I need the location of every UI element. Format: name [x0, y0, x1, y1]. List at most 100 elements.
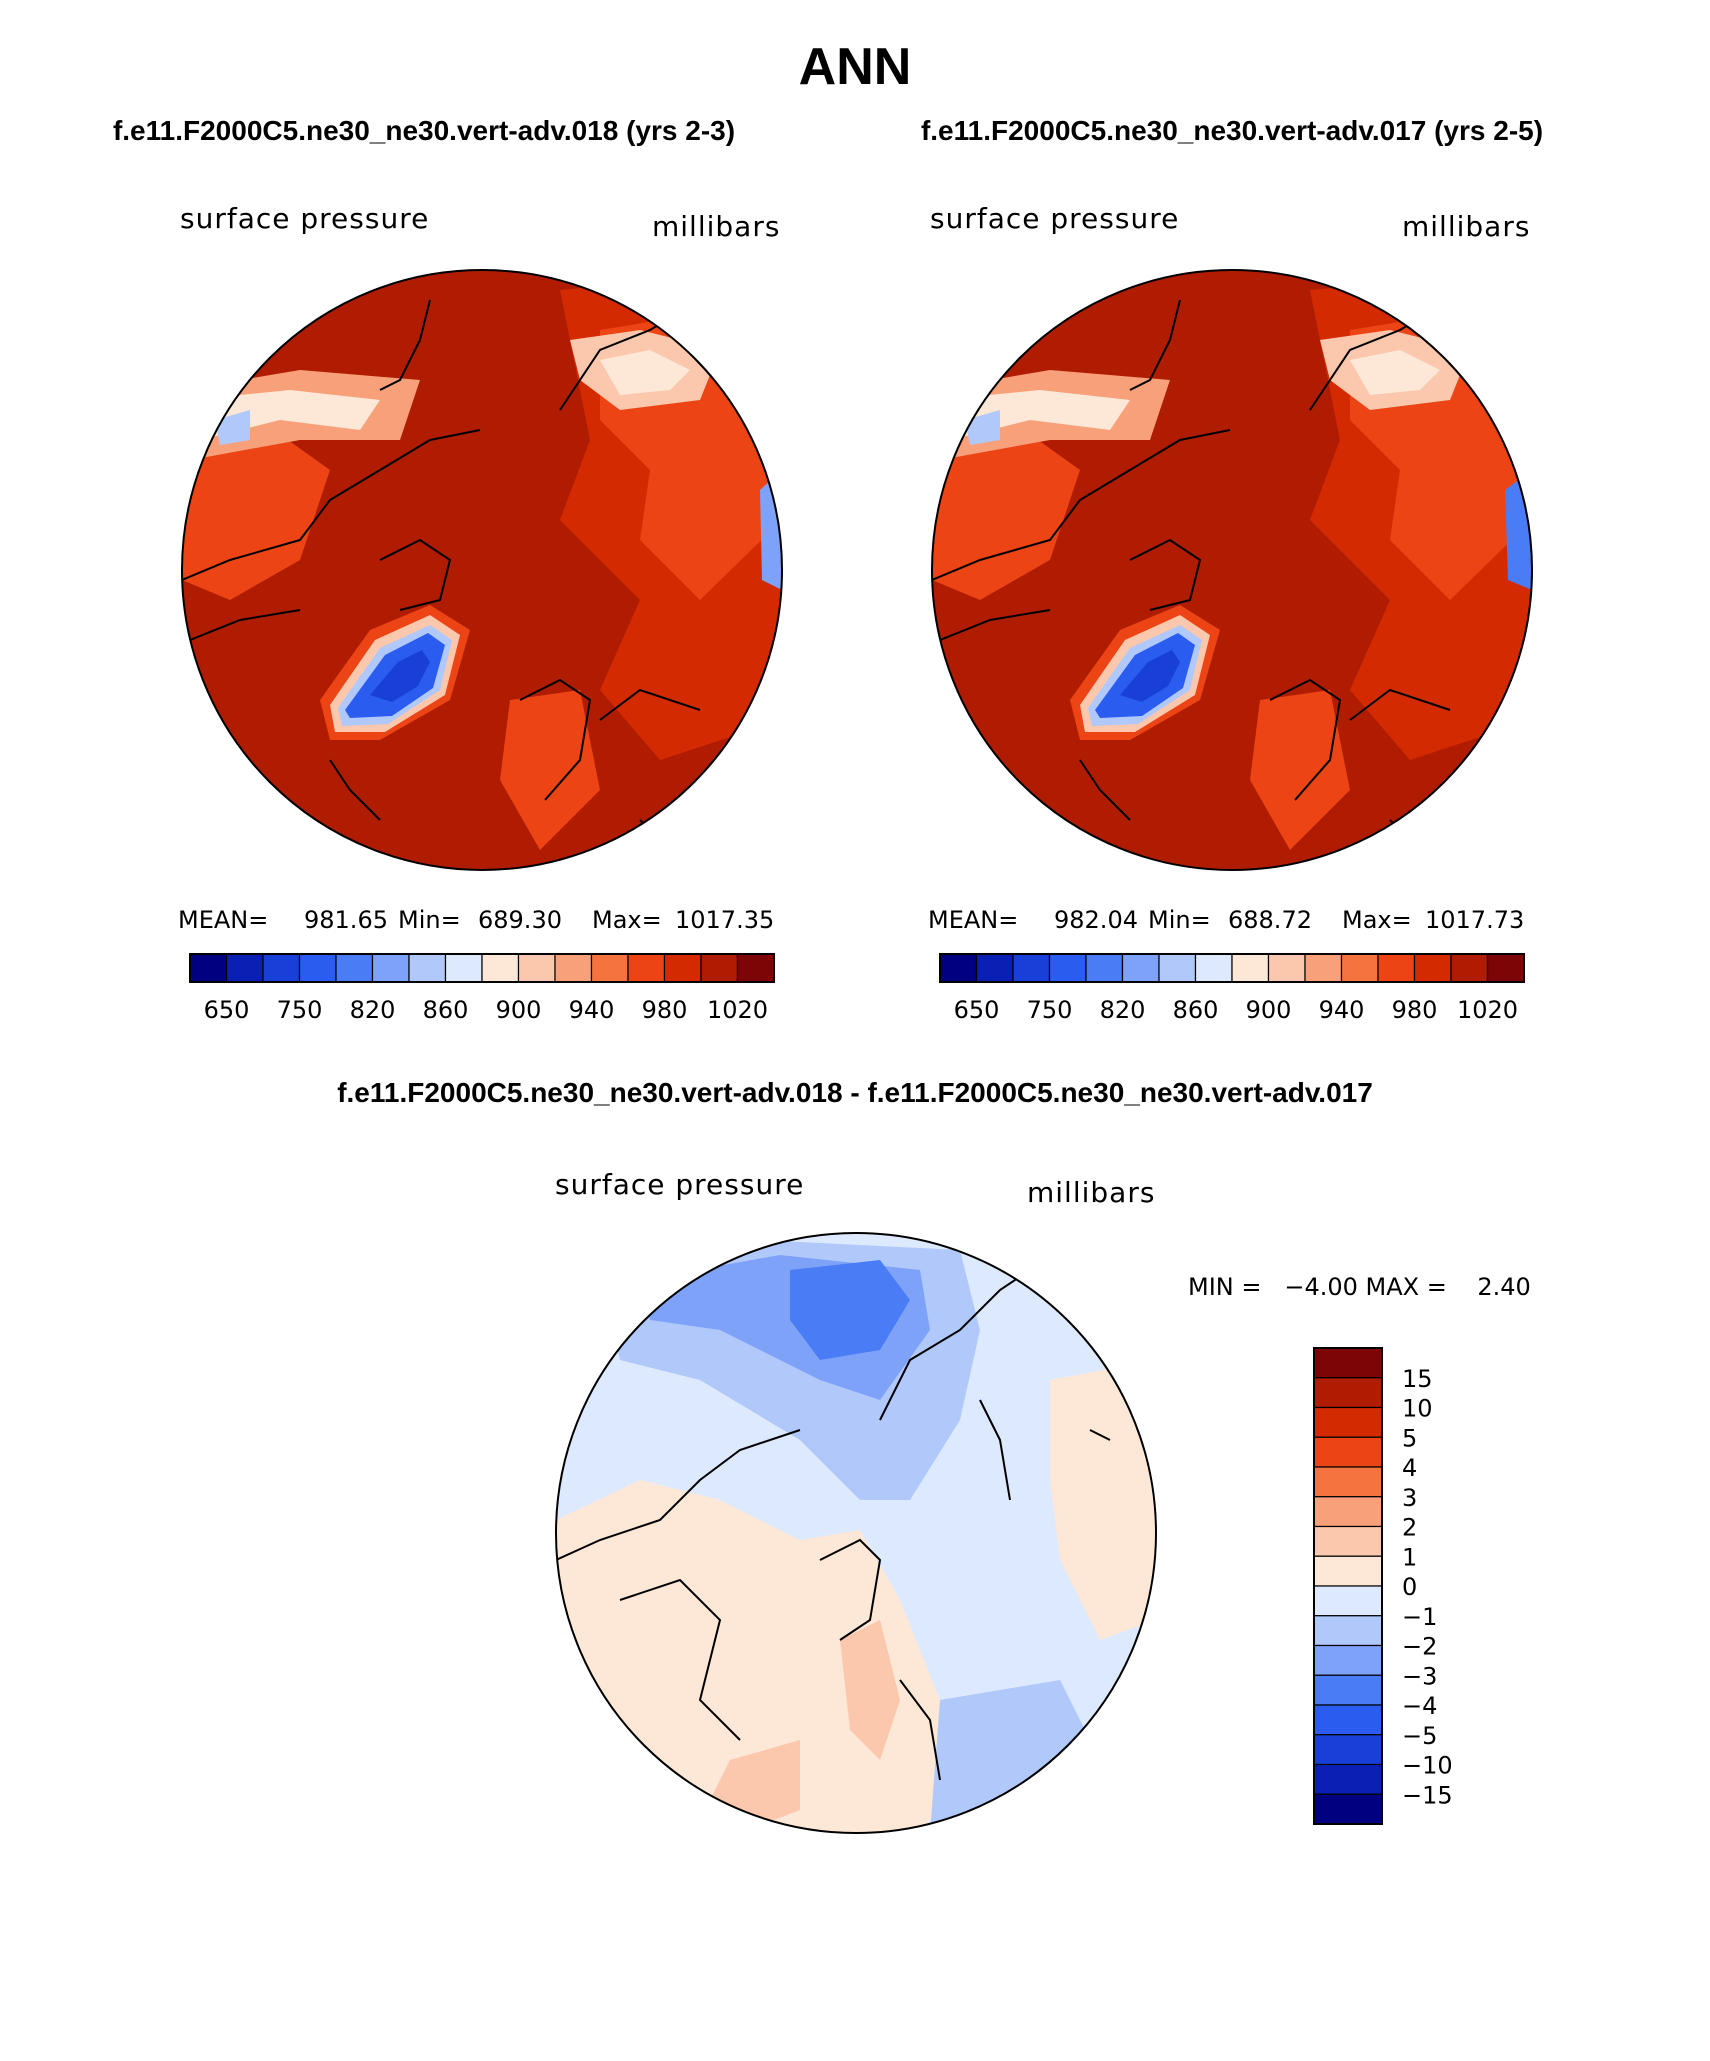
colorbar-swatch [1313, 1674, 1383, 1706]
panel-2-polar-map [932, 270, 1532, 870]
colorbar-swatch [225, 953, 264, 983]
colorbar-swatch [736, 953, 775, 983]
colorbar-swatch [1158, 953, 1197, 983]
pressure-contour-plateau-inner [1350, 350, 1440, 395]
colorbar-frame [939, 953, 1525, 983]
colorbar-swatch [1313, 1377, 1383, 1409]
pressure-contour-rockies-low [215, 410, 250, 445]
panel-1-colorbar: 650 750 820 860 900 940 980 1020 [189, 953, 775, 1024]
colorbar-frame [189, 953, 775, 983]
colorbar-swatch [1085, 953, 1124, 983]
colorbar-swatch [1340, 953, 1379, 983]
colorbar-tick-label: 1020 [707, 996, 768, 1024]
colorbar-swatch [1313, 1734, 1383, 1766]
colorbar-swatch [700, 953, 739, 983]
panel-1-max-label: Max= [592, 906, 662, 934]
colorbar-tick-label: 750 [277, 996, 323, 1024]
colorbar-swatch [481, 953, 520, 983]
figure-title: ANN [799, 38, 912, 96]
colorbar-swatch [1313, 1496, 1383, 1528]
colorbar-tick-label: 1 [1402, 1543, 1417, 1571]
colorbar-tick-label: −2 [1402, 1633, 1437, 1661]
colorbar-swatch [1313, 1793, 1383, 1825]
colorbar-tick-label: −10 [1402, 1752, 1453, 1780]
colorbar-swatch [975, 953, 1014, 983]
diff-contour-neg-core [790, 1260, 910, 1360]
panel-3-units-label: millibars [1027, 1176, 1155, 1209]
colorbar-swatch [1121, 953, 1160, 983]
colorbar-tick-label: 1020 [1457, 996, 1518, 1024]
pressure-contour-na [182, 420, 330, 600]
colorbar-swatch [444, 953, 483, 983]
colorbar-swatch [590, 953, 629, 983]
pressure-contour-na [932, 420, 1080, 600]
panel-2-colorbar: 650 750 820 860 900 940 980 1020 [939, 953, 1525, 1024]
coastline [556, 1269, 1111, 1781]
colorbar-swatch [939, 953, 978, 983]
panel-1-units-label: millibars [652, 210, 780, 243]
colorbar-swatch [1377, 953, 1416, 983]
colorbar-swatch [1313, 1525, 1383, 1557]
panel-2-min-label: Min= [1148, 906, 1211, 934]
colorbar-swatch [262, 953, 301, 983]
panel-3: surface pressure millibars MIN = −4.00 M… [555, 1168, 1531, 1834]
panel-2-variable-label: surface pressure [930, 202, 1179, 235]
colorbar-swatch [371, 953, 410, 983]
panel-1-max-value: 1017.35 [675, 906, 774, 934]
colorbar-tick-label: 900 [1246, 996, 1292, 1024]
colorbar-tick-label: 0 [1402, 1573, 1417, 1601]
greenland-contour-5 [1120, 650, 1180, 702]
colorbar-tick-label: 860 [423, 996, 469, 1024]
pressure-contour-europe [1250, 690, 1350, 850]
diff-contour-pos-pacific [1050, 1360, 1156, 1640]
colorbar-swatch [1313, 1555, 1383, 1587]
panel-1-mean-value: 981.65 [304, 906, 388, 934]
diff-contour-pos-atlantic [556, 1480, 960, 1833]
colorbar-tick-label: 900 [496, 996, 542, 1024]
colorbar-tick-label: 650 [954, 996, 1000, 1024]
pressure-contour-himalaya [1505, 470, 1532, 590]
panel-2: surface pressure millibars MEAN= 982.04 … [928, 202, 1533, 1024]
colorbar-tick-label: 940 [1319, 996, 1365, 1024]
panel-2-units-label: millibars [1402, 210, 1530, 243]
pressure-contour-rockies-low [965, 410, 1000, 445]
right-panel-case-title: f.e11.F2000C5.ne30_ne30.vert-adv.017 (yr… [921, 115, 1543, 146]
colorbar-tick-label: −15 [1402, 1781, 1453, 1809]
colorbar-tick-label: 980 [1392, 996, 1438, 1024]
colorbar-swatch [1313, 1704, 1383, 1736]
pressure-contour-plateau-inner [600, 350, 690, 395]
colorbar-swatch [1313, 1436, 1383, 1468]
colorbar-swatch [1313, 1466, 1383, 1498]
panel-1: surface pressure millibars MEAN= 981.65 … [178, 202, 783, 1024]
colorbar-swatch [663, 953, 702, 983]
colorbar-swatch [1267, 953, 1306, 983]
colorbar-frame [1313, 1347, 1383, 1825]
panel-1-mean-label: MEAN= [178, 906, 268, 934]
panel-2-max-value: 1017.73 [1425, 906, 1524, 934]
colorbar-tick-label: 2 [1402, 1514, 1417, 1542]
colorbar-tick-label: 3 [1402, 1484, 1417, 1512]
colorbar-swatch [1313, 1347, 1383, 1379]
colorbar-swatch [1194, 953, 1233, 983]
panel-2-mean-label: MEAN= [928, 906, 1018, 934]
panel-1-min-label: Min= [398, 906, 461, 934]
colorbar-swatch [408, 953, 447, 983]
panel-3-variable-label: surface pressure [555, 1168, 804, 1201]
left-panel-case-title: f.e11.F2000C5.ne30_ne30.vert-adv.018 (yr… [113, 115, 735, 146]
panel-2-max-label: Max= [1342, 906, 1412, 934]
colorbar-swatch [335, 953, 374, 983]
colorbar-swatch [517, 953, 556, 983]
colorbar-tick-label: 820 [350, 996, 396, 1024]
colorbar-swatch [1450, 953, 1489, 983]
colorbar-swatch [1413, 953, 1452, 983]
panel-3-polar-map [556, 1233, 1156, 1833]
colorbar-swatch [298, 953, 337, 983]
panel-2-map-border [931, 269, 1533, 871]
colorbar-tick-label: 980 [642, 996, 688, 1024]
colorbar-swatch [1048, 953, 1087, 983]
colorbar-tick-label: −1 [1402, 1603, 1437, 1631]
colorbar-swatch [1313, 1406, 1383, 1438]
colorbar-tick-label: −4 [1402, 1692, 1437, 1720]
colorbar-swatch [1313, 1585, 1383, 1617]
